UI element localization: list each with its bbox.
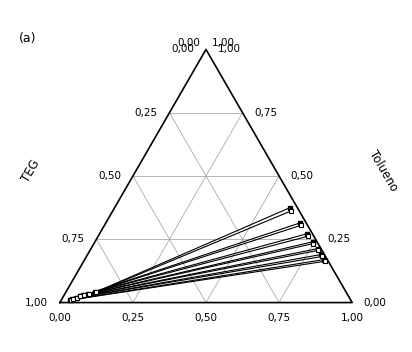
Text: Tolueno: Tolueno (366, 148, 400, 194)
Text: 0,75: 0,75 (254, 108, 277, 118)
Text: TEG: TEG (19, 157, 42, 184)
Text: 0,00: 0,00 (364, 297, 387, 308)
Text: 0,25: 0,25 (135, 108, 158, 118)
Text: 0,00: 0,00 (177, 38, 200, 48)
Text: 0,25: 0,25 (122, 313, 145, 323)
Text: 1,00: 1,00 (212, 38, 235, 48)
Text: 0,50: 0,50 (291, 171, 314, 181)
Text: 1,00: 1,00 (341, 313, 364, 323)
Text: (a): (a) (19, 32, 36, 45)
Text: 0,50: 0,50 (98, 171, 121, 181)
Text: 0,25: 0,25 (327, 234, 351, 244)
Text: 0,00: 0,00 (171, 44, 194, 55)
Text: 0,75: 0,75 (61, 234, 85, 244)
Text: 0,00: 0,00 (49, 313, 71, 323)
Text: 0,50: 0,50 (194, 313, 218, 323)
Text: 1,00: 1,00 (25, 297, 48, 308)
Text: 1,00: 1,00 (218, 44, 241, 55)
Text: 0,75: 0,75 (267, 313, 290, 323)
